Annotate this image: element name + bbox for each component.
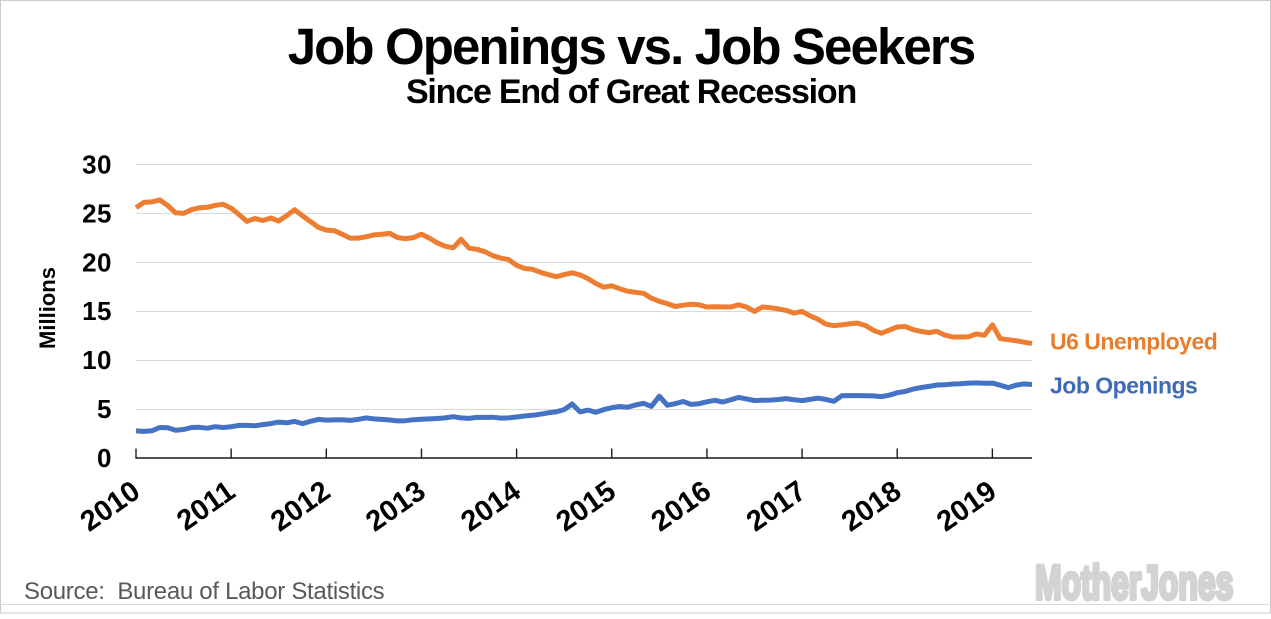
svg-text:25: 25	[82, 198, 112, 228]
svg-text:Job Openings: Job Openings	[1050, 373, 1197, 399]
svg-text:MotherJones: MotherJones	[1035, 555, 1233, 609]
svg-text:U6 Unemployed: U6 Unemployed	[1050, 329, 1217, 355]
svg-text:15: 15	[82, 296, 112, 326]
svg-text:0: 0	[97, 443, 112, 473]
svg-text:Millions: Millions	[35, 267, 60, 349]
svg-text:Since End of Great Recession: Since End of Great Recession	[406, 73, 856, 111]
svg-text:Job Openings vs. Job Seekers: Job Openings vs. Job Seekers	[288, 18, 975, 75]
svg-text:5: 5	[97, 394, 112, 424]
svg-text:30: 30	[82, 150, 112, 180]
svg-text:Source: Bureau of Labor Stati: Source: Bureau of Labor Statistics	[24, 578, 385, 605]
svg-text:20: 20	[82, 247, 112, 277]
svg-text:10: 10	[82, 345, 112, 375]
